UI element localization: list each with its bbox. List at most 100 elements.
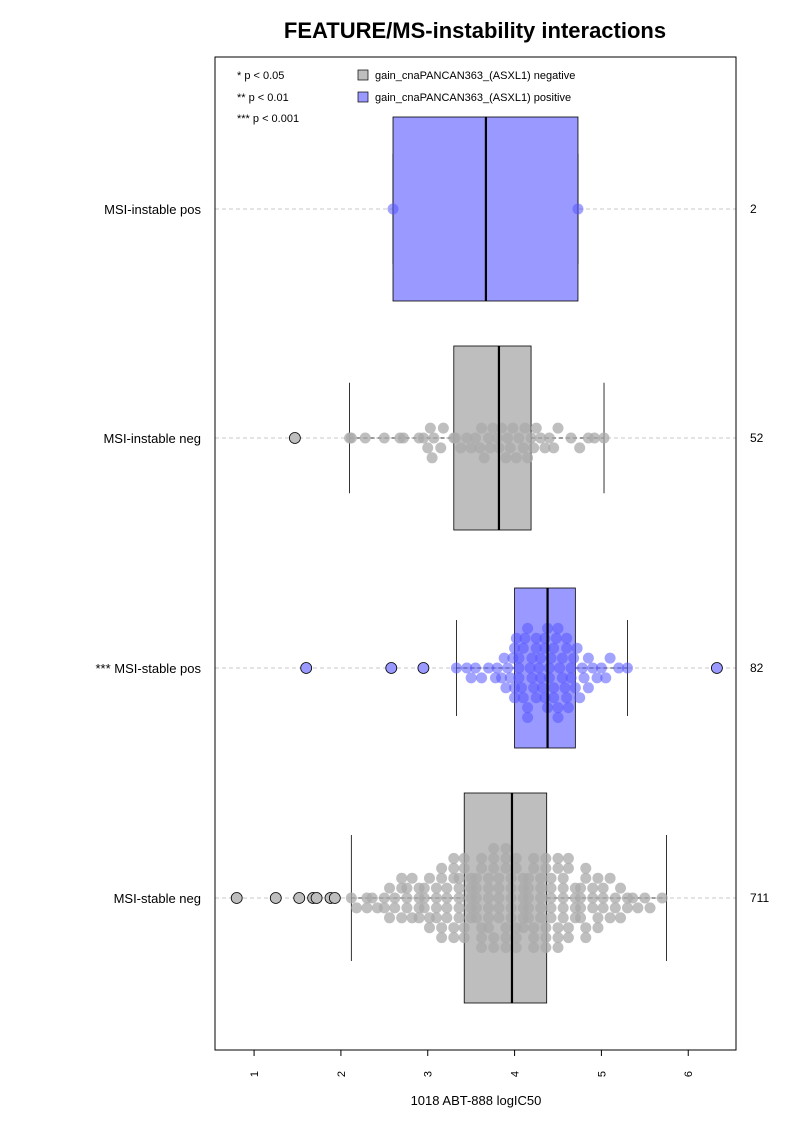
data-point — [578, 672, 590, 684]
data-point — [565, 662, 577, 674]
data-point — [548, 642, 560, 654]
data-point — [441, 912, 453, 924]
sig-legend-2: ** p < 0.01 — [237, 92, 289, 104]
data-point — [572, 203, 584, 215]
data-point — [465, 672, 477, 684]
data-point — [592, 872, 604, 884]
data-point — [604, 872, 616, 884]
sig-legend-1: * p < 0.05 — [237, 70, 284, 82]
data-point — [487, 422, 499, 434]
data-point — [436, 862, 448, 874]
data-point — [510, 452, 522, 464]
data-point — [522, 702, 534, 714]
data-point — [387, 203, 399, 215]
data-point — [474, 442, 486, 454]
data-point — [436, 922, 448, 934]
data-point — [418, 892, 430, 904]
data-point — [423, 872, 435, 884]
data-point — [500, 852, 512, 864]
data-point — [458, 852, 470, 864]
data-point — [470, 882, 482, 894]
data-point — [361, 902, 373, 914]
data-point — [476, 862, 488, 874]
data-point — [483, 892, 495, 904]
data-point — [500, 862, 512, 874]
data-point — [543, 432, 555, 444]
data-point — [378, 902, 390, 914]
data-point — [453, 892, 465, 904]
data-point — [488, 852, 500, 864]
data-point — [389, 892, 401, 904]
data-point — [561, 642, 573, 654]
x-tick-label: 2 — [336, 1071, 348, 1077]
outlier-point — [385, 662, 398, 674]
data-point — [366, 892, 378, 904]
data-point — [509, 642, 521, 654]
data-point — [552, 622, 564, 634]
data-point — [557, 902, 569, 914]
data-point — [522, 912, 534, 924]
data-point — [401, 882, 413, 894]
data-point — [595, 662, 607, 674]
data-point — [552, 712, 564, 723]
group-3: MSI-stable neg 711 — [114, 792, 769, 1004]
data-point — [413, 912, 425, 924]
data-point — [517, 692, 529, 704]
data-point — [575, 902, 587, 914]
x-tick-label: 4 — [510, 1071, 522, 1077]
chart-title: FEATURE/MS-instability interactions — [284, 18, 666, 43]
data-point — [562, 862, 574, 874]
data-point — [568, 652, 580, 664]
data-point — [621, 902, 633, 914]
data-point — [345, 892, 357, 904]
category-label: *** MSI-stable pos — [96, 661, 202, 676]
data-point — [502, 662, 514, 674]
data-point — [535, 432, 547, 444]
data-point — [493, 892, 505, 904]
data-point — [448, 932, 460, 944]
data-point — [543, 672, 555, 684]
data-point — [565, 672, 577, 684]
data-point — [543, 662, 555, 674]
data-point — [426, 452, 438, 464]
data-point — [389, 902, 401, 914]
data-point — [545, 892, 557, 904]
data-point — [587, 662, 599, 674]
data-point — [491, 432, 503, 444]
data-point — [441, 892, 453, 904]
data-point — [627, 892, 639, 904]
data-point — [552, 922, 564, 934]
data-point — [510, 942, 522, 953]
group-1: MSI-instable neg 52 — [103, 345, 764, 531]
data-point — [397, 432, 409, 444]
data-point — [453, 872, 465, 884]
data-point — [517, 642, 529, 654]
data-point — [507, 422, 519, 434]
data-point — [430, 912, 442, 924]
data-point — [455, 442, 467, 454]
data-point — [483, 922, 495, 934]
data-point — [401, 902, 413, 914]
data-point — [418, 902, 430, 914]
data-point — [526, 652, 538, 664]
data-point — [632, 902, 644, 914]
data-point — [575, 912, 587, 924]
data-point — [396, 872, 408, 884]
outlier-point — [230, 892, 243, 904]
rows-layer: MSI-instable pos 2 MSI-instable neg 52 *** M… — [96, 116, 769, 1004]
data-point — [587, 882, 599, 894]
group-0: MSI-instable pos 2 — [104, 116, 757, 302]
data-point — [588, 432, 600, 444]
data-point — [478, 452, 490, 464]
data-point — [522, 902, 534, 914]
data-point — [540, 942, 552, 953]
data-point — [513, 662, 525, 674]
data-point — [552, 422, 564, 434]
data-point — [401, 892, 413, 904]
data-point — [533, 662, 545, 674]
data-point — [448, 862, 460, 874]
data-point — [458, 932, 470, 944]
data-point — [536, 682, 548, 694]
data-point — [470, 892, 482, 904]
